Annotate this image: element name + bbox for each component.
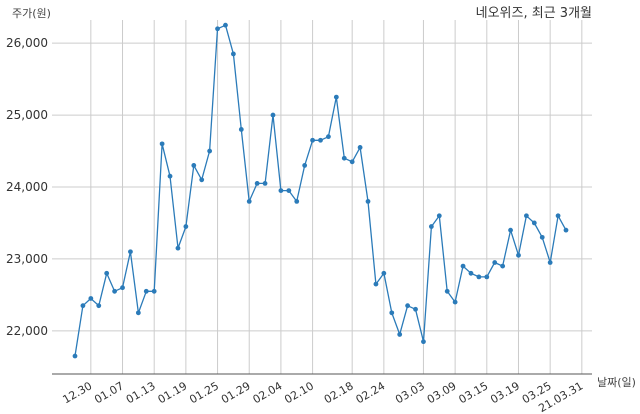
data-point — [318, 137, 323, 143]
data-point — [302, 163, 308, 168]
data-point — [294, 198, 300, 204]
data-point — [492, 260, 498, 265]
data-point — [270, 112, 276, 118]
y-axis-label: 주가(원) — [12, 7, 51, 20]
data-point — [238, 127, 244, 132]
data-point — [143, 288, 149, 294]
y-tick-label: 24,000 — [6, 180, 48, 194]
data-point — [120, 285, 125, 291]
data-point — [183, 224, 189, 229]
x-tick-label: 12.30 — [61, 379, 95, 406]
data-point — [191, 163, 197, 168]
data-point — [286, 188, 292, 193]
data-point — [516, 252, 521, 258]
data-point — [539, 234, 545, 240]
data-point — [444, 288, 450, 294]
y-tick-label: 25,000 — [6, 108, 48, 122]
x-tick-label: 01.29 — [219, 379, 253, 406]
y-tick-label: 26,000 — [6, 36, 48, 50]
data-point — [112, 288, 117, 294]
data-point — [88, 296, 94, 301]
data-point — [500, 263, 506, 269]
data-point — [389, 310, 395, 316]
data-point — [405, 303, 411, 309]
series — [72, 22, 569, 359]
data-point — [223, 22, 228, 28]
data-point — [413, 306, 418, 312]
data-point — [310, 137, 315, 143]
x-tick-label: 01.19 — [156, 379, 190, 406]
data-point — [278, 188, 284, 193]
data-point — [230, 51, 236, 57]
chart-title: 네오위즈, 최근 3개월 — [476, 6, 592, 21]
data-point — [128, 249, 133, 255]
data-point — [421, 339, 426, 345]
data-point — [563, 227, 569, 233]
data-point — [104, 270, 110, 276]
data-point — [199, 177, 205, 183]
data-point — [428, 224, 434, 229]
data-point — [175, 245, 181, 251]
x-tick-label: 03.15 — [457, 379, 491, 406]
data-point — [373, 281, 379, 287]
data-point — [215, 26, 220, 32]
x-tick-label: 02.10 — [282, 379, 316, 406]
data-point — [333, 94, 339, 100]
data-point — [476, 274, 482, 280]
data-point — [80, 303, 86, 309]
data-point — [254, 181, 260, 186]
y-tick-label: 22,000 — [6, 324, 48, 338]
y-tick-label: 23,000 — [6, 252, 48, 266]
data-point — [397, 332, 403, 337]
x-tick-label: 02.04 — [251, 379, 285, 406]
y-tick-labels: 22,000 23,000 24,000 25,000 26,000 — [6, 36, 48, 338]
data-point — [547, 260, 553, 265]
data-point — [508, 227, 513, 233]
data-point — [357, 145, 363, 150]
data-point — [262, 181, 268, 186]
x-tick-label: 02.18 — [322, 379, 356, 406]
data-point — [365, 198, 371, 204]
x-tick-label: 02.24 — [354, 379, 388, 406]
data-point — [460, 263, 466, 269]
grid — [52, 20, 592, 374]
data-point — [349, 159, 355, 165]
data-point — [524, 213, 529, 219]
data-point — [341, 155, 347, 161]
x-tick-label: 01.25 — [187, 379, 221, 406]
data-point — [159, 141, 165, 147]
data-point — [167, 173, 173, 179]
data-point — [96, 303, 102, 309]
x-tick-label: 01.07 — [92, 379, 126, 406]
data-point — [555, 213, 561, 219]
data-point — [484, 274, 490, 280]
data-point — [452, 299, 458, 305]
x-tick-label: 03.03 — [393, 379, 427, 406]
series-line — [74, 24, 567, 357]
data-point — [135, 310, 141, 316]
data-point — [72, 353, 78, 359]
data-point — [207, 148, 213, 154]
x-axis-label: 날짜(일) — [597, 375, 636, 389]
data-point — [151, 288, 157, 294]
data-point — [436, 213, 442, 219]
data-point — [531, 220, 537, 226]
x-tick-label: 03.19 — [488, 379, 522, 406]
x-tick-labels: 12.3001.0701.1301.1901.2501.2902.0402.10… — [61, 379, 586, 414]
data-point — [468, 270, 474, 276]
data-point — [246, 198, 252, 204]
data-point — [326, 134, 331, 140]
data-point — [381, 270, 387, 276]
x-tick-label: 03.09 — [425, 379, 459, 406]
x-tick-label: 01.13 — [124, 379, 158, 406]
